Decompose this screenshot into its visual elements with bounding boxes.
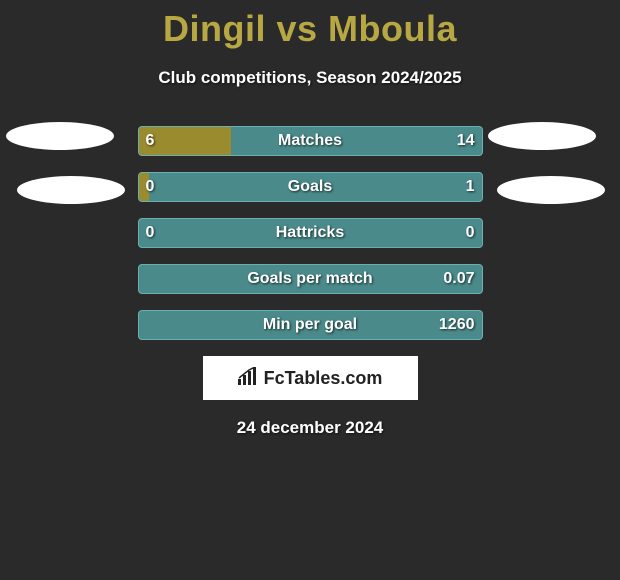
stat-row: Goals01 [138,172,483,202]
stat-value-right: 1260 [439,310,475,340]
logo-text: FcTables.com [264,368,383,389]
player-photo-placeholder [488,122,596,150]
subtitle: Club competitions, Season 2024/2025 [0,68,620,88]
page-title: Dingil vs Mboula [0,0,620,50]
stat-value-left: 0 [146,218,155,248]
stat-value-left: 6 [146,126,155,156]
stat-value-right: 1 [466,172,475,202]
stats-container: Matches614Goals01Hattricks00Goals per ma… [0,126,620,340]
stat-row: Min per goal1260 [138,310,483,340]
stat-value-right: 0 [466,218,475,248]
stat-bar-track [138,172,483,202]
stat-value-left: 0 [146,172,155,202]
stat-bar-track [138,310,483,340]
stat-bar-track [138,218,483,248]
chart-icon [238,367,260,390]
stat-bar-track [138,264,483,294]
player-photo-placeholder [497,176,605,204]
date-text: 24 december 2024 [0,418,620,438]
site-logo[interactable]: FcTables.com [203,356,418,400]
stat-bar-track [138,126,483,156]
stat-row: Hattricks00 [138,218,483,248]
stat-row: Goals per match0.07 [138,264,483,294]
player-photo-placeholder [6,122,114,150]
stat-value-right: 14 [457,126,475,156]
stat-row: Matches614 [138,126,483,156]
player-photo-placeholder [17,176,125,204]
stat-value-right: 0.07 [443,264,474,294]
